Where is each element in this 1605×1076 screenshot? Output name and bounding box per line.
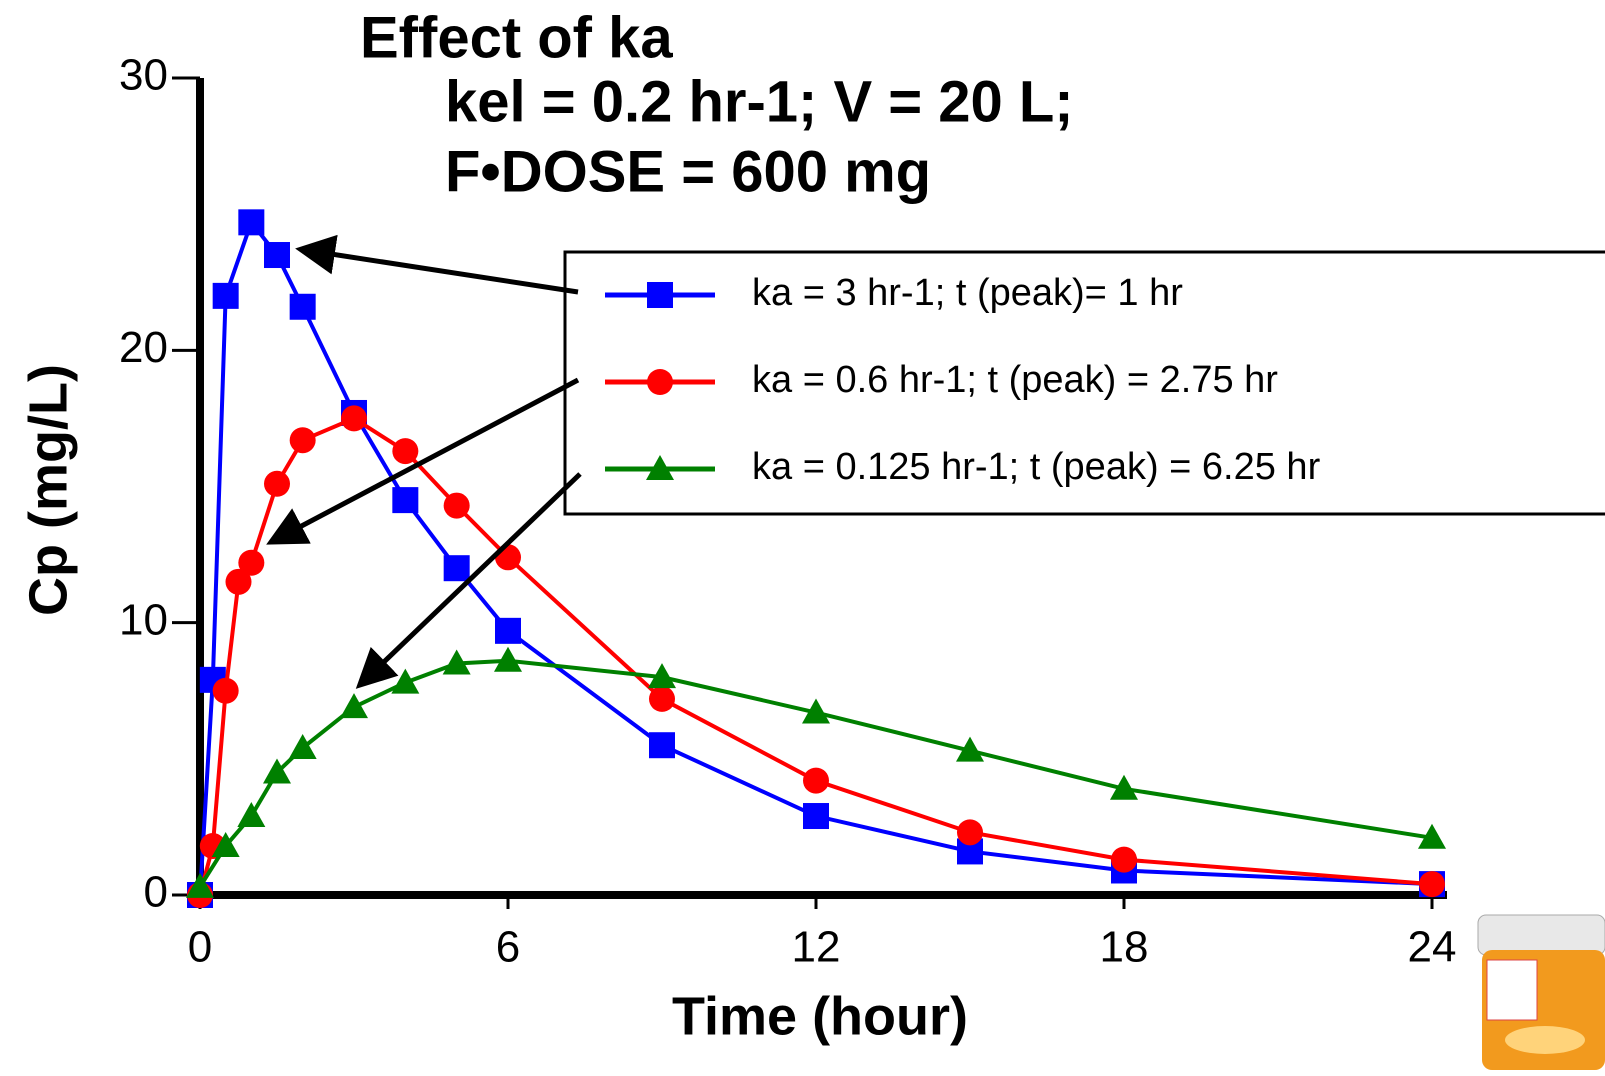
point <box>186 872 214 898</box>
legend-marker <box>647 282 673 308</box>
point <box>263 758 291 784</box>
point <box>289 293 316 320</box>
legend: ka = 3 hr-1; t (peak)= 1 hr ka = 0.6 hr-1… <box>563 250 1605 516</box>
point <box>288 733 317 759</box>
point <box>391 668 420 694</box>
y-tick-label: 30 <box>119 51 168 100</box>
bottle-cap <box>1477 914 1605 956</box>
y-tick-label: 10 <box>119 595 168 644</box>
legend-marker <box>647 369 673 395</box>
point <box>443 492 470 519</box>
series-line <box>198 658 1433 888</box>
point <box>212 282 239 309</box>
chart-subtitle: kel = 0.2 hr-1; V = 20 L; <box>445 69 1074 134</box>
legend-marker <box>646 455 674 480</box>
point <box>1419 871 1445 898</box>
point <box>1418 823 1446 849</box>
legend-label: ka = 0.125 hr-1; t (peak) = 6.25 hr <box>752 446 1321 488</box>
y-tick-label: 20 <box>119 323 168 372</box>
legend-label: ka = 3 hr-1; t (peak)= 1 hr <box>752 272 1183 314</box>
point <box>649 685 675 712</box>
point <box>803 767 829 794</box>
point <box>237 802 266 828</box>
x-tick-label: 6 <box>496 923 520 972</box>
y-axis-label: Cp (mg/L) <box>18 364 78 616</box>
annotation-arrows <box>266 234 582 689</box>
point <box>264 470 290 497</box>
point <box>238 209 265 236</box>
point <box>340 693 368 719</box>
series-line <box>198 416 1433 896</box>
point <box>225 568 252 595</box>
legend-label: ka = 0.6 hr-1; t (peak) = 2.75 hr <box>752 359 1278 401</box>
legend-box <box>563 250 1605 516</box>
arrow <box>295 234 579 295</box>
point <box>957 819 983 846</box>
point <box>494 646 522 672</box>
point <box>392 487 419 514</box>
point <box>649 732 675 759</box>
point <box>211 831 240 857</box>
point <box>238 549 265 576</box>
point <box>648 663 676 689</box>
pill-bottle-icon <box>1477 914 1605 1070</box>
point <box>264 242 290 269</box>
point <box>1110 774 1138 800</box>
y-tick-label: 0 <box>144 868 168 917</box>
point <box>442 649 471 675</box>
point <box>443 555 470 582</box>
x-tick-label: 24 <box>1408 923 1457 972</box>
point <box>392 438 419 465</box>
point <box>289 427 316 454</box>
point <box>495 617 521 644</box>
point <box>1111 846 1137 873</box>
pills <box>1505 1026 1585 1054</box>
x-tick-label: 12 <box>792 923 841 972</box>
x-axis-label: Time (hour) <box>672 986 968 1046</box>
point <box>803 803 829 830</box>
point <box>212 677 239 704</box>
point <box>495 544 521 571</box>
point <box>956 736 984 762</box>
bottle-label <box>1486 959 1538 1021</box>
arrow <box>355 472 582 689</box>
x-tick-label: 18 <box>1100 923 1149 972</box>
x-tick-label: 0 <box>188 923 212 972</box>
chart-subtitle: F•DOSE = 600 mg <box>445 139 931 204</box>
arrow <box>266 377 580 545</box>
chart-title: Effect of ka <box>360 5 673 70</box>
point <box>341 405 367 432</box>
point <box>802 698 830 724</box>
